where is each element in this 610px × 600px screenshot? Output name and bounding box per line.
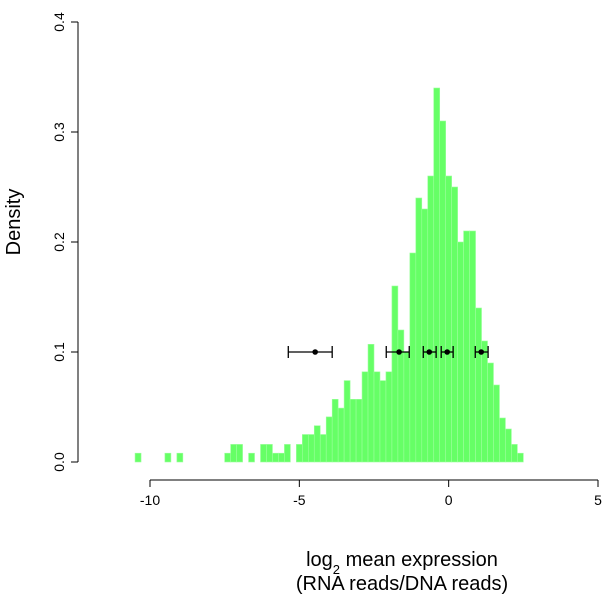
x-label-part: log [306, 549, 333, 571]
bar [511, 444, 518, 463]
point [444, 349, 450, 355]
bar [302, 434, 309, 463]
bar [349, 398, 357, 463]
bar [337, 407, 345, 463]
bar [307, 434, 315, 463]
bar [481, 340, 488, 463]
y-tick-label: 0.4 [51, 12, 67, 32]
x-tick-label: -5 [293, 492, 306, 508]
x-label-part: mean expression [340, 549, 498, 571]
bar [319, 434, 327, 463]
bar [391, 285, 399, 463]
bar [230, 444, 237, 463]
bar [433, 87, 441, 463]
bar [284, 444, 291, 463]
bar [517, 452, 524, 463]
y-tick-label: 0.0 [51, 452, 67, 472]
bar [278, 452, 285, 463]
bar [493, 384, 500, 463]
bar [331, 398, 339, 463]
y-axis-label: Density [3, 189, 25, 256]
point [478, 349, 485, 355]
bar [421, 208, 429, 463]
bar [403, 351, 411, 463]
bar [415, 197, 423, 463]
bar [409, 252, 417, 463]
x-tick-label: 5 [594, 492, 602, 508]
bar [355, 398, 363, 463]
y-tick-label: 0.3 [51, 122, 67, 142]
bar [487, 362, 494, 463]
bar [236, 444, 243, 463]
bar [445, 175, 452, 463]
bar [457, 241, 464, 463]
bar [176, 452, 184, 463]
x-tick-label: -10 [140, 492, 160, 508]
bar [343, 380, 351, 463]
bar [379, 380, 387, 463]
bar [272, 452, 279, 463]
x-axis-label-line2: (RNA reads/DNA reads) [296, 573, 508, 595]
bar [451, 186, 458, 463]
point [312, 349, 318, 355]
bar [439, 120, 446, 463]
bar [361, 371, 369, 463]
bar [373, 371, 381, 463]
point [396, 349, 402, 355]
y-tick-label: 0.2 [51, 232, 67, 252]
bar [134, 452, 142, 463]
bar [266, 444, 273, 463]
y-tick-label: 0.1 [51, 342, 67, 362]
bar [248, 452, 255, 463]
x-axis-label: log2 mean expression [306, 549, 498, 577]
bar [475, 307, 482, 463]
x-tick-label: 0 [445, 492, 453, 508]
bar [505, 428, 512, 463]
bar [385, 371, 393, 463]
bar [325, 416, 333, 463]
bar [164, 452, 172, 463]
bar [367, 343, 375, 463]
bar [224, 452, 231, 463]
bar [499, 417, 506, 463]
x-label-subscript: 2 [333, 562, 340, 577]
bar [296, 444, 303, 463]
bar [313, 425, 321, 463]
point [426, 349, 433, 355]
bar [427, 175, 435, 463]
bar [463, 230, 470, 463]
bar [260, 444, 267, 463]
